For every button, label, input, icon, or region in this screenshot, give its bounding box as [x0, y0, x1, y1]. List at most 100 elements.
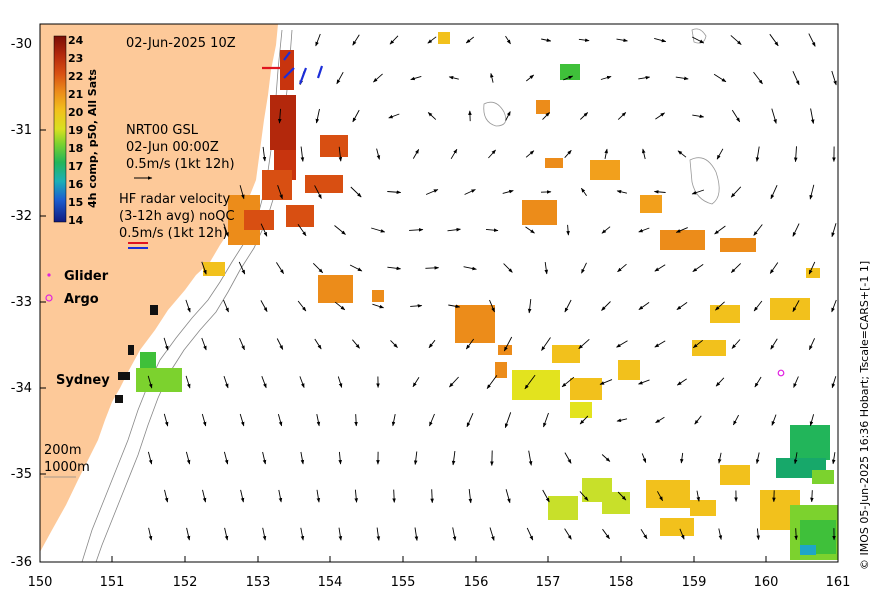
velocity-arrow	[314, 338, 322, 350]
velocity-arrow	[372, 303, 385, 309]
velocity-arrow	[579, 491, 589, 501]
velocity-arrow	[675, 227, 688, 233]
velocity-arrow	[505, 489, 511, 504]
velocity-arrow	[561, 376, 575, 388]
velocity-arrow	[794, 528, 798, 541]
velocity-arrow	[261, 376, 267, 389]
velocity-arrow	[692, 339, 703, 349]
x-tick-label: 153	[246, 575, 271, 590]
velocity-arrow	[771, 414, 777, 426]
velocity-arrow	[657, 491, 663, 502]
colorbar-tick: 15	[68, 196, 83, 209]
velocity-arrow	[563, 75, 574, 81]
y-tick-label: -30	[11, 37, 32, 52]
velocity-arrow	[715, 301, 725, 311]
velocity-arrow	[352, 339, 360, 349]
velocity-arrow	[430, 489, 434, 504]
plot-frame	[39, 23, 839, 563]
velocity-arrow	[641, 453, 647, 464]
velocity-arrow	[616, 418, 628, 423]
seamount-contour	[483, 101, 507, 127]
velocity-arrow	[714, 225, 726, 235]
velocity-arrow	[371, 227, 386, 233]
velocity-arrow	[655, 112, 665, 120]
velocity-arrow	[300, 451, 305, 465]
velocity-arrow	[148, 527, 153, 541]
velocity-arrow	[334, 301, 346, 311]
velocity-arrow	[413, 451, 418, 465]
colorbar-tick: 20	[68, 106, 84, 119]
velocity-arrow	[488, 149, 496, 159]
velocity-arrow	[315, 108, 320, 124]
velocity-arrow	[808, 261, 816, 275]
velocity-arrow	[653, 190, 666, 194]
colorbar-tick: 24	[68, 34, 84, 47]
argo-label: Argo	[64, 292, 99, 307]
velocity-arrow	[753, 71, 763, 85]
velocity-arrow	[600, 75, 612, 80]
velocity-arrow	[410, 75, 422, 81]
lord-howe-contour	[689, 157, 720, 205]
glider-label: Glider	[64, 269, 109, 284]
velocity-arrow	[753, 224, 763, 236]
sydney-label: Sydney	[56, 373, 110, 388]
x-tick-label: 151	[100, 575, 125, 590]
velocity-arrow	[526, 74, 535, 82]
velocity-arrow	[448, 76, 459, 80]
velocity-arrow	[315, 33, 321, 47]
x-tick-label: 152	[173, 575, 198, 590]
velocity-arrow	[638, 75, 651, 80]
velocity-arrow	[541, 38, 552, 42]
velocity-arrow	[617, 263, 627, 273]
argo-float-marker[interactable]	[777, 369, 785, 377]
velocity-arrow	[223, 223, 229, 237]
velocity-arrow	[831, 223, 837, 238]
velocity-arrow	[297, 300, 307, 312]
gsl-legend-line: NRT00 GSL	[126, 123, 199, 138]
velocity-arrow	[542, 112, 550, 120]
velocity-arrow	[792, 223, 800, 237]
velocity-arrow	[451, 451, 456, 466]
velocity-arrow	[485, 228, 499, 232]
velocity-arrow	[504, 412, 512, 429]
velocity-arrow	[793, 376, 799, 388]
velocity-arrow	[260, 300, 268, 312]
velocity-arrow	[312, 262, 324, 274]
velocity-arrow	[463, 266, 477, 271]
velocity-arrow	[694, 415, 702, 425]
velocity-arrow	[543, 412, 549, 428]
hf-radar-legend-line: HF radar velocity	[119, 192, 231, 207]
velocity-arrow	[754, 376, 762, 388]
colorbar-tick: 16	[68, 178, 84, 191]
velocity-arrow	[489, 527, 495, 541]
velocity-arrow	[528, 450, 533, 466]
x-tick-label: 160	[754, 575, 779, 590]
colorbar-tick: 19	[68, 124, 83, 137]
velocity-arrow	[352, 34, 360, 46]
velocity-arrow	[427, 112, 437, 120]
sydney-coast-detail	[115, 305, 158, 403]
platform-legend: Glider Argo	[45, 269, 109, 307]
velocity-arrow	[810, 490, 814, 503]
velocity-arrow	[848, 33, 853, 46]
bathymetry-legend-1000m: 1000m	[44, 460, 90, 475]
y-tick-label: -36	[11, 555, 32, 570]
velocity-arrow	[793, 452, 798, 465]
velocity-arrow	[753, 300, 763, 312]
velocity-arrow	[676, 302, 688, 310]
velocity-arrow	[599, 379, 613, 385]
velocity-arrow	[202, 489, 207, 503]
x-tick-label: 158	[609, 575, 634, 590]
y-tick-label: -34	[11, 381, 32, 396]
velocity-arrow	[849, 414, 851, 426]
colorbar-tick: 14	[68, 214, 84, 227]
velocity-arrow	[262, 146, 267, 162]
velocity-arrow	[409, 228, 424, 232]
velocity-arrow	[713, 73, 727, 83]
land-mass	[40, 24, 278, 552]
velocity-arrow	[489, 299, 495, 313]
velocity-arrow	[350, 186, 362, 198]
velocity-arrow	[388, 113, 400, 119]
colorbar: 24 23 22 21 20 19 18 17 16 15 14 4h comp…	[53, 34, 99, 227]
